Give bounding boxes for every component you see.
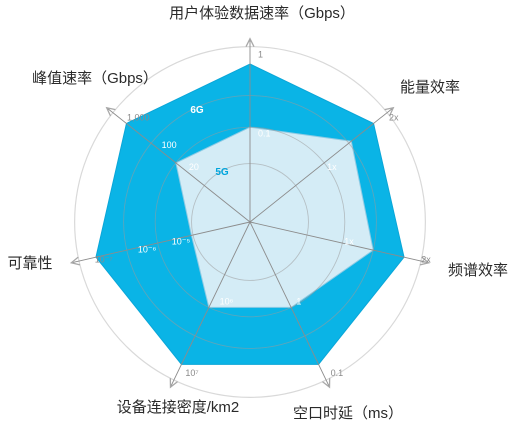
axis-title: 设备连接密度/km2 bbox=[117, 399, 240, 416]
tick-label: 10⁻⁷ bbox=[95, 254, 113, 264]
axis-title: 空口时延（ms） bbox=[293, 405, 403, 422]
tick-label: 1,000 bbox=[127, 113, 150, 123]
tick-label: 1 bbox=[258, 50, 263, 60]
tick-label: 10⁻⁶ bbox=[138, 244, 157, 254]
axis-title: 峰值速率（Gbps） bbox=[32, 70, 158, 87]
axis-spoke bbox=[106, 107, 251, 223]
axis-arrowhead bbox=[322, 378, 331, 389]
tick-label: 1 bbox=[296, 297, 301, 307]
axis-title: 频谱效率 bbox=[448, 262, 508, 279]
series-5g-area bbox=[175, 126, 374, 308]
axis-arrowhead bbox=[69, 256, 81, 266]
tick-layer: 0.1 1 1x 2x 1x 2x 1 0.1 10⁶ 10⁷ 10⁻⁵ 10⁻⁶ 10⁻⁷ 20 100 1… bbox=[95, 50, 432, 378]
axis-spoke bbox=[249, 221, 429, 264]
axis-spoke bbox=[170, 221, 251, 388]
tick-label: 0.1 bbox=[331, 368, 344, 378]
axis-arrowhead bbox=[384, 106, 395, 117]
axis-arrowhead bbox=[169, 378, 178, 389]
tick-label: 0.1 bbox=[258, 129, 271, 139]
axis-arrowhead bbox=[419, 256, 431, 266]
tick-label: 10⁶ bbox=[220, 297, 234, 307]
axis-title: 用户体验数据速率（Gbps） bbox=[169, 5, 355, 22]
tick-label: 20 bbox=[189, 162, 199, 172]
tick-label: 10⁷ bbox=[185, 368, 198, 378]
series-6g-label: 6G bbox=[190, 105, 204, 116]
axis-spoke bbox=[249, 221, 330, 388]
tick-label: 2x bbox=[389, 113, 399, 123]
spoke-layer bbox=[69, 37, 431, 389]
tick-label: 1x bbox=[344, 237, 354, 247]
axis-spoke bbox=[71, 221, 251, 264]
series-5g-label: 5G bbox=[215, 167, 229, 178]
tick-label: 100 bbox=[162, 140, 177, 150]
tick-label: 2x bbox=[421, 254, 431, 264]
axis-arrowhead bbox=[245, 37, 255, 48]
axis-title: 可靠性 bbox=[7, 255, 52, 272]
tick-label: 10⁻⁵ bbox=[172, 237, 191, 247]
tick-label: 1x bbox=[327, 162, 337, 172]
axis-spoke bbox=[249, 107, 394, 223]
axis-arrowhead bbox=[105, 106, 116, 117]
axis-title: 能量效率 bbox=[400, 79, 460, 96]
